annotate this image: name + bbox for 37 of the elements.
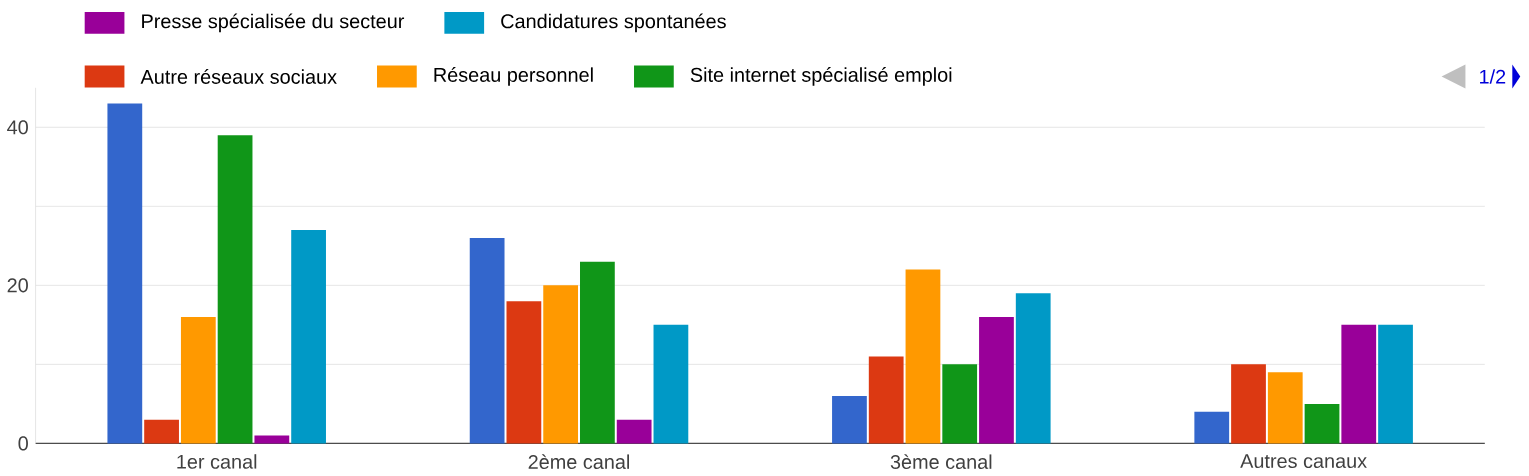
x-tick-label: 2ème canal	[528, 454, 630, 470]
bar	[107, 103, 143, 444]
y-tick-label: 0	[18, 436, 28, 451]
bar	[254, 435, 290, 444]
bar	[1378, 324, 1413, 444]
x-tick-label: Autres canaux	[1240, 454, 1367, 469]
text: 1/2	[1480, 69, 1506, 84]
bar	[180, 317, 216, 444]
bar	[1304, 403, 1340, 444]
bar	[942, 364, 978, 444]
legend-label: Réseau personnel	[434, 67, 593, 86]
bar	[1267, 372, 1303, 444]
bar	[144, 419, 179, 444]
bar	[506, 301, 542, 444]
bar	[868, 356, 904, 444]
legend-label: Autre réseaux sociaux	[140, 69, 337, 84]
legend-label: Presse spécialisée du secteur	[142, 13, 405, 33]
x-tick-label: 3ème canal	[890, 454, 992, 470]
bar	[653, 324, 689, 444]
bar	[1194, 411, 1230, 444]
bar	[543, 285, 579, 444]
bar	[469, 238, 505, 444]
bar	[217, 135, 253, 444]
bar	[291, 230, 326, 444]
bar	[1231, 364, 1266, 444]
y-tick-label: 20	[7, 278, 28, 293]
bar	[616, 419, 652, 444]
bar	[1341, 324, 1377, 444]
bar	[832, 396, 867, 444]
bar	[905, 269, 941, 444]
y-tick-label: 40	[7, 120, 28, 135]
bar	[979, 317, 1014, 444]
bar	[580, 261, 615, 444]
bar	[1015, 293, 1051, 444]
x-tick-label: 1er canal	[177, 454, 257, 469]
legend-label: Candidatures spontanées	[501, 13, 726, 33]
legend-label: Site internet spécialisé emploi	[690, 67, 952, 86]
